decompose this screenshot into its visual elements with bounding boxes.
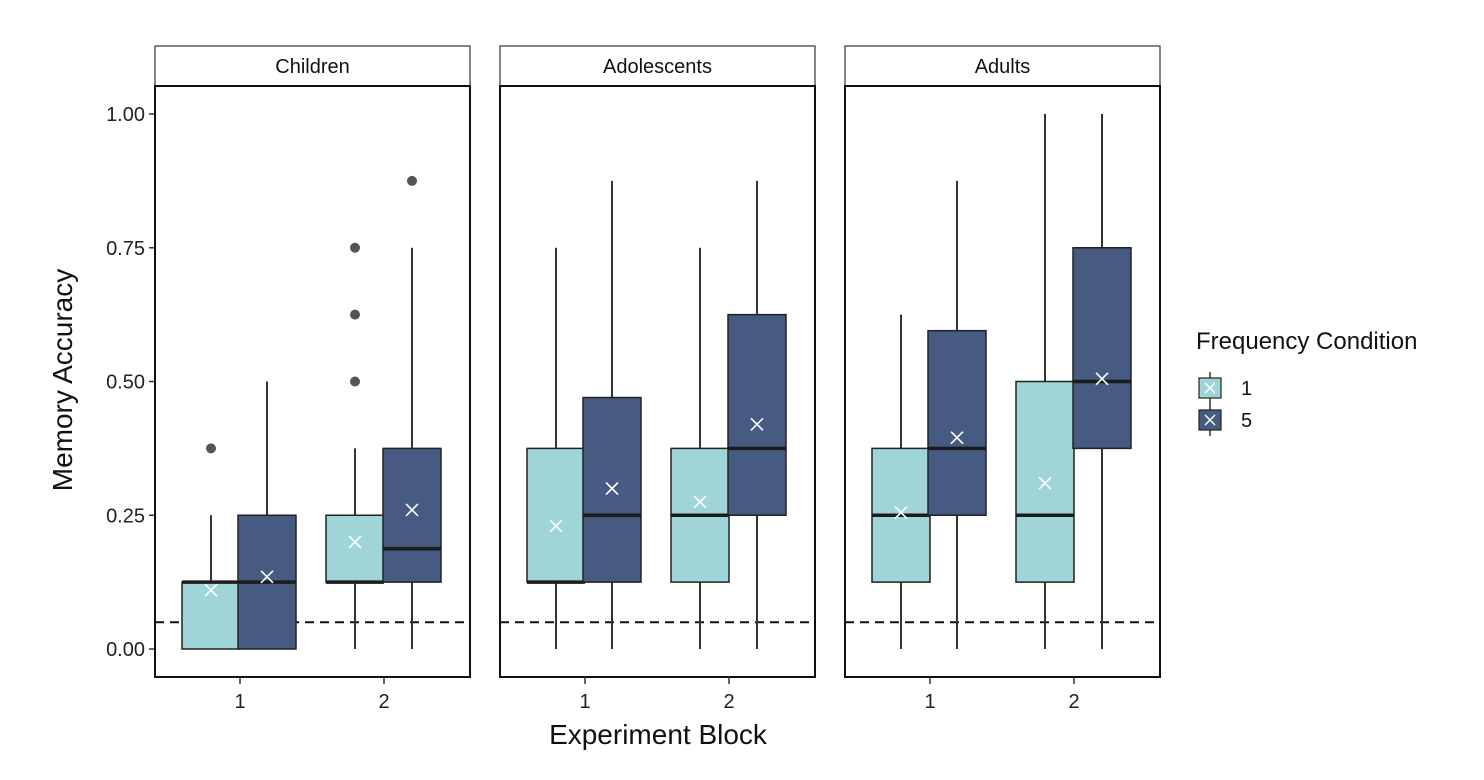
legend-key-mean	[1204, 382, 1216, 394]
mean-marker	[894, 506, 908, 520]
x-tick-label: 1	[234, 691, 245, 713]
y-tick-label: 0.25	[106, 505, 145, 527]
facet-panel	[154, 85, 471, 678]
mean-marker	[405, 503, 419, 517]
y-tick-label: 0.00	[106, 639, 145, 661]
mean-marker	[950, 431, 964, 445]
x-tick-label: 2	[378, 691, 389, 713]
mean-marker	[750, 417, 764, 431]
facet-label: Adolescents	[603, 56, 712, 78]
mean-marker	[204, 583, 218, 597]
mean-marker	[693, 495, 707, 509]
x-tick-label: 2	[723, 691, 734, 713]
box-iqr	[526, 447, 586, 583]
x-axis-title: Experiment Block	[549, 719, 768, 750]
facet-label: Adults	[975, 56, 1031, 78]
outlier-point	[407, 175, 417, 186]
mean-marker	[605, 481, 619, 496]
mean-marker	[260, 570, 274, 584]
legend-label: 1	[1241, 378, 1252, 400]
facet-strip	[499, 45, 816, 87]
mean-marker	[1095, 372, 1109, 386]
box-iqr	[181, 581, 241, 650]
mean-marker	[348, 535, 362, 549]
outlier-point	[206, 443, 216, 454]
facet-panel	[499, 85, 816, 678]
box-iqr	[582, 396, 642, 583]
facet-label: Children	[275, 56, 349, 78]
box-iqr	[927, 329, 987, 516]
legend-title: Frequency Condition	[1196, 328, 1417, 355]
outlier-point	[350, 309, 360, 320]
y-tick-label: 1.00	[106, 104, 145, 126]
mean-marker	[1038, 476, 1052, 490]
facet-panel	[844, 85, 1161, 678]
facet-strip	[844, 45, 1161, 87]
outlier-point	[350, 242, 360, 253]
x-tick-label: 2	[1068, 691, 1079, 713]
box-iqr	[1015, 380, 1075, 583]
outlier-point	[350, 376, 360, 387]
box-iqr	[382, 447, 442, 583]
box-iqr	[727, 313, 787, 516]
legend: 15	[1198, 372, 1252, 436]
y-tick-label: 0.75	[106, 238, 145, 260]
box-iqr	[1072, 247, 1132, 450]
x-tick-label: 1	[924, 691, 935, 713]
legend-key-mean	[1204, 414, 1216, 426]
y-axis-title: Memory Accuracy	[47, 269, 78, 492]
x-tick-label: 1	[579, 691, 590, 713]
legend-label: 5	[1241, 410, 1252, 432]
facet-strip	[154, 45, 471, 87]
box-iqr	[325, 514, 385, 583]
mean-marker	[549, 519, 563, 533]
y-tick-label: 0.50	[106, 372, 145, 394]
